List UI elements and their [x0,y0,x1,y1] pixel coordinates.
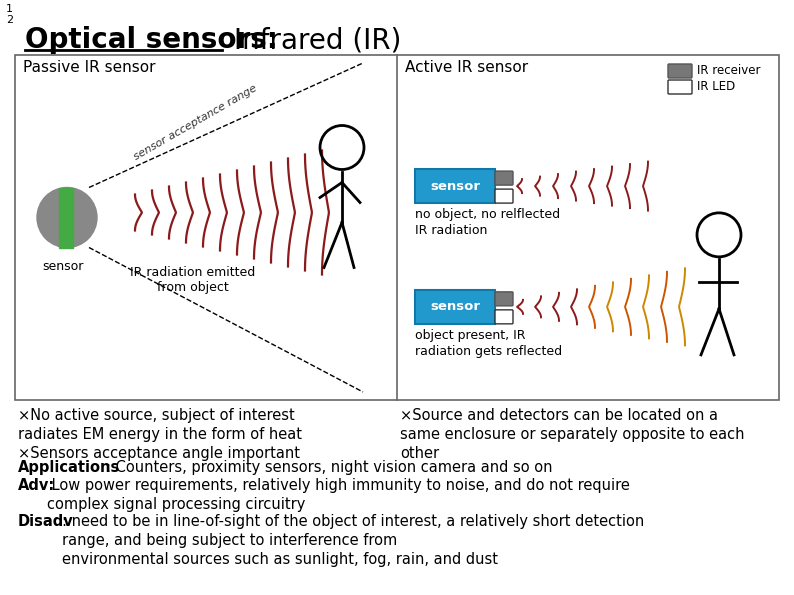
Text: ⨯No active source, subject of interest
radiates EM energy in the form of heat
⨯S: ⨯No active source, subject of interest r… [18,408,302,461]
Bar [15,55,779,400]
Text: Active IR sensor: Active IR sensor [405,60,528,75]
Text: sensor: sensor [430,180,480,193]
Text: Applications: Applications [18,460,120,475]
Text: Optical sensors:: Optical sensors: [25,26,278,54]
Text: sensor: sensor [42,259,83,273]
FancyBboxPatch shape [495,171,513,185]
Bar [59,187,73,248]
Text: : need to be in line-of-sight of the object of interest, a relatively short dete: : need to be in line-of-sight of the obj… [62,514,644,568]
Text: Passive IR sensor: Passive IR sensor [23,60,156,75]
Text: sensor: sensor [430,300,480,314]
Text: : Counters, proximity sensors, night vision camera and so on: : Counters, proximity sensors, night vis… [106,460,552,475]
Text: sensor acceptance range: sensor acceptance range [132,83,259,162]
Text: IR radiation emitted
from object: IR radiation emitted from object [130,265,256,293]
Text: IR LED: IR LED [697,80,735,93]
Text: Low power requirements, relatively high immunity to noise, and do not require
co: Low power requirements, relatively high … [47,478,630,512]
Circle shape [37,187,97,248]
FancyBboxPatch shape [495,189,513,203]
FancyBboxPatch shape [415,290,495,324]
FancyBboxPatch shape [495,310,513,324]
Text: Disadv: Disadv [18,514,74,529]
FancyBboxPatch shape [668,80,692,94]
Text: IR receiver: IR receiver [697,64,761,77]
Text: no object, no relflected
IR radiation: no object, no relflected IR radiation [415,208,560,237]
Text: ⨯Source and detectors can be located on a
same enclosure or separately opposite : ⨯Source and detectors can be located on … [400,408,745,461]
FancyBboxPatch shape [495,292,513,306]
FancyBboxPatch shape [415,169,495,203]
Text: Infrared (IR): Infrared (IR) [225,26,402,54]
FancyBboxPatch shape [668,64,692,78]
Text: object present, IR
radiation gets reflected: object present, IR radiation gets reflec… [415,329,562,358]
Text: 2: 2 [6,15,13,25]
Text: Adv:: Adv: [18,478,56,493]
Text: Optical sensors: Infrared (IR): Optical sensors: Infrared (IR) [25,26,424,54]
Text: 1: 1 [6,4,13,14]
